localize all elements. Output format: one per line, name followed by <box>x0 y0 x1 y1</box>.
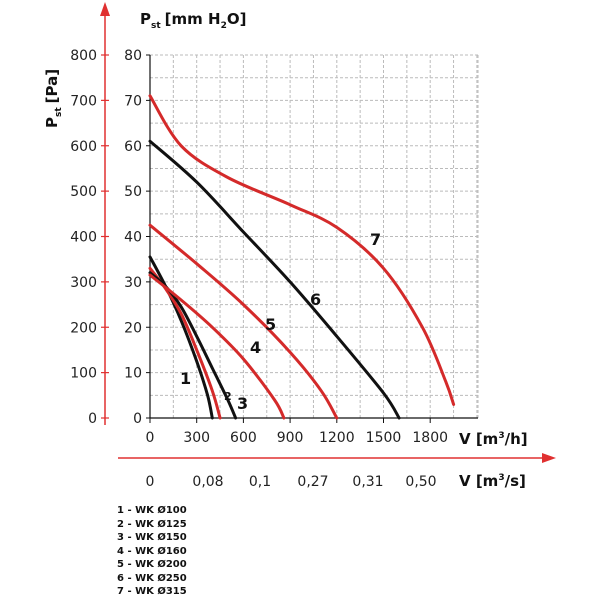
curve-label-5: 5 <box>265 315 276 334</box>
chart-ticks: 0100200300400500600700800010203040506070… <box>70 48 448 490</box>
secondary-x-tick-label: 0,50 <box>405 474 436 490</box>
x-tick-label: 1200 <box>319 430 355 446</box>
left-y-tick-label: 200 <box>70 320 97 336</box>
curve-label-4: 4 <box>250 338 261 357</box>
right-y-tick-label: 50 <box>124 184 142 200</box>
left-y-tick-label: 500 <box>70 184 97 200</box>
right-y-tick-label: 30 <box>124 275 142 291</box>
right-y-tick-label: 70 <box>124 93 142 109</box>
right-y-tick-label: 10 <box>124 366 142 382</box>
left-y-axis-arrow <box>100 2 110 16</box>
right-y-tick-label: 60 <box>124 139 142 155</box>
curve-label-6: 6 <box>310 290 321 309</box>
legend-item: 1 - WK Ø100 <box>117 505 187 516</box>
right-y-tick-label: 20 <box>124 320 142 336</box>
curve-4 <box>148 273 286 420</box>
secondary-x-tick-label: 0,31 <box>352 474 383 490</box>
left-y-tick-label: 700 <box>70 93 97 109</box>
svg-text:Pst[Pa]: Pst[Pa] <box>43 69 64 128</box>
right-y-tick-label: 0 <box>133 411 142 427</box>
chart-curves <box>148 94 456 420</box>
left-y-tick-label: 100 <box>70 366 97 382</box>
chart-axes <box>100 2 556 463</box>
curve-label-2: 2 <box>224 390 232 403</box>
x-tick-label: 1800 <box>412 430 448 446</box>
right-y-axis-title: Pst [mm H2O] <box>140 10 246 31</box>
left-y-tick-label: 0 <box>88 411 97 427</box>
curve-label-3: 3 <box>237 394 248 413</box>
curve-5 <box>148 223 339 420</box>
curve-6 <box>148 139 401 420</box>
legend-item: 2 - WK Ø125 <box>117 518 187 530</box>
x-tick-label: 0 <box>146 430 155 446</box>
right-y-tick-label: 40 <box>124 230 142 246</box>
left-y-tick-label: 300 <box>70 275 97 291</box>
legend-item: 3 - WK Ø150 <box>117 532 187 543</box>
left-y-tick-label: 600 <box>70 139 97 155</box>
left-y-tick-label: 400 <box>70 230 97 246</box>
legend-item: 5 - WK Ø200 <box>117 559 187 570</box>
secondary-x-tick-label: 0 <box>146 474 155 490</box>
left-y-tick-label: 800 <box>70 48 97 64</box>
secondary-x-tick-label: 0,08 <box>192 474 223 490</box>
secondary-x-axis-arrow <box>542 453 556 463</box>
legend-item: 6 - WK Ø250 <box>117 572 187 584</box>
legend: 1 - WK Ø100 2 - WK Ø125 3 - WK Ø150 4 - … <box>117 504 187 599</box>
x-tick-label: 600 <box>230 430 257 446</box>
right-y-tick-label: 80 <box>124 48 142 64</box>
curve-3 <box>148 271 238 420</box>
chart-grid <box>150 54 479 418</box>
curve-label-1: 1 <box>180 369 191 388</box>
x-tick-label: 1500 <box>366 430 402 446</box>
curve-label-7: 7 <box>370 230 381 249</box>
x-tick-label: 300 <box>183 430 210 446</box>
legend-item: 4 - WK Ø160 <box>117 545 187 557</box>
secondary-x-tick-label: 0,27 <box>297 474 328 490</box>
legend-item: 7 - WK Ø315 <box>117 586 187 597</box>
x-axis-title-m3s: V [m3/s] <box>459 472 526 490</box>
x-axis-title-m3h: V [m3/h] <box>459 430 528 448</box>
secondary-x-tick-label: 0,1 <box>249 474 271 490</box>
x-tick-label: 900 <box>277 430 304 446</box>
curve-7 <box>148 94 456 406</box>
left-y-axis-title: Pst[Pa] <box>43 69 64 128</box>
